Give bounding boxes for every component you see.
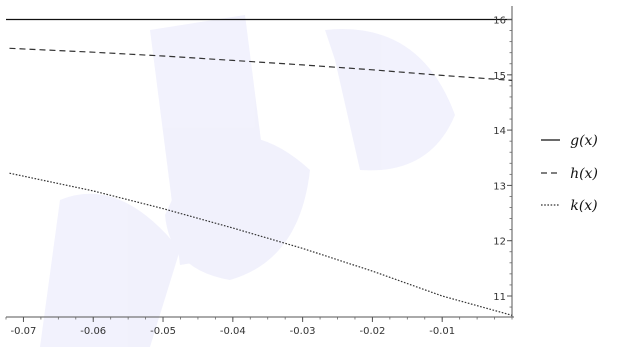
x-tick-label: -0.03 [290, 326, 316, 337]
axes [6, 6, 514, 318]
x-tick-label: -0.04 [220, 326, 246, 337]
series-line-3 [9, 172, 513, 316]
legend-label-1: g(x) [570, 133, 598, 149]
legend: g(x) h(x) k(x) [541, 133, 598, 214]
legend-label-2: h(x) [570, 166, 598, 182]
x-tick-label: -0.01 [429, 326, 455, 337]
watermark [40, 15, 455, 347]
x-tick-label: -0.05 [150, 326, 176, 337]
ticks-layer: -0.07 -0.06 -0.05 -0.04 -0.03 -0.02 -0.01 11 12 1… [5, 16, 513, 337]
series-layer [6, 18, 513, 316]
legend-label-3: k(x) [570, 198, 597, 214]
y-tick-label: 11 [493, 292, 506, 303]
series-line-2 [9, 47, 513, 81]
y-tick-label: 16 [493, 16, 506, 27]
x-tick-label: -0.02 [359, 326, 385, 337]
y-tick-label: 13 [493, 181, 506, 192]
y-tick-label: 15 [493, 71, 506, 82]
y-tick-label: 12 [493, 237, 506, 248]
x-tick-label: -0.06 [80, 326, 106, 337]
x-tick-label: -0.07 [11, 326, 37, 337]
y-tick-label: 14 [493, 126, 506, 137]
